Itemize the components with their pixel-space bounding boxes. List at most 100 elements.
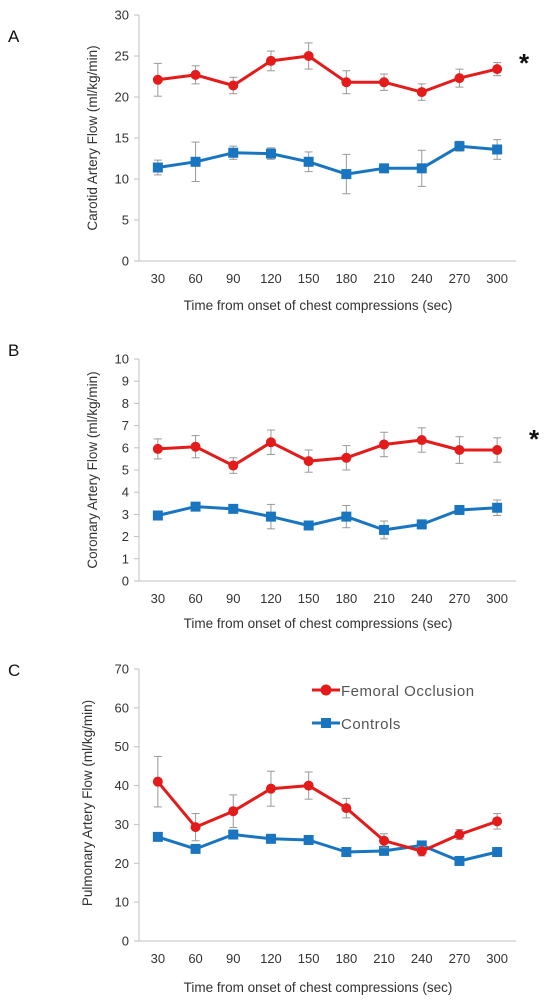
data-point	[190, 441, 201, 452]
data-point	[303, 520, 314, 531]
legend: Femoral Occlusion Controls	[312, 683, 474, 733]
data-point	[341, 847, 352, 858]
y-tick-label: 20	[115, 90, 129, 105]
series-line-controls	[157, 144, 498, 176]
x-tick-label: 30	[151, 591, 165, 606]
data-point	[492, 502, 503, 513]
x-tick-label: 270	[449, 591, 471, 606]
x-tick-label: 180	[335, 951, 357, 966]
x-tick-label: 120	[260, 591, 282, 606]
data-point	[303, 834, 314, 845]
data-point	[190, 501, 201, 512]
data-point	[454, 855, 465, 866]
data-point	[492, 816, 503, 827]
series-controls	[152, 139, 503, 195]
data-point	[454, 829, 465, 840]
data-point	[228, 829, 239, 840]
x-axis-label: Time from onset of chest compressions (s…	[184, 298, 453, 313]
data-point	[152, 510, 163, 521]
y-axis-label: Pulmonary Artery Flow (ml/kg/min)	[80, 700, 95, 906]
data-point	[265, 511, 276, 522]
data-point	[303, 780, 314, 791]
data-point	[228, 503, 239, 514]
series-controls	[152, 829, 503, 866]
data-point	[190, 822, 201, 833]
data-point	[265, 783, 276, 794]
y-tick-label: 9	[122, 374, 129, 389]
x-tick-label: 120	[260, 951, 282, 966]
data-point	[454, 73, 465, 84]
data-point	[190, 156, 201, 167]
series-femoral	[152, 755, 503, 857]
data-point	[379, 77, 390, 88]
data-point	[228, 80, 239, 91]
data-point	[265, 833, 276, 844]
x-axis-label: Time from onset of chest compressions (s…	[184, 616, 453, 631]
y-tick-label: 10	[115, 352, 129, 367]
y-tick-label: 30	[115, 8, 129, 23]
series-line-controls	[157, 505, 498, 532]
data-point	[341, 511, 352, 522]
x-tick-label: 300	[486, 591, 508, 606]
x-tick-label: 60	[188, 271, 202, 286]
x-tick-label: 300	[486, 271, 508, 286]
data-point	[228, 147, 239, 158]
x-tick-label: 90	[226, 951, 240, 966]
data-point	[152, 831, 163, 842]
data-point	[379, 439, 390, 450]
legend-label-controls: Controls	[341, 716, 401, 733]
data-point	[492, 847, 503, 858]
y-tick-label: 1	[122, 551, 129, 566]
data-point	[416, 163, 427, 174]
data-point	[379, 524, 390, 535]
data-point	[379, 163, 390, 174]
data-point	[303, 456, 314, 467]
y-axis-label: Coronary Artery Flow (ml/kg/min)	[85, 371, 100, 568]
data-point	[152, 776, 163, 787]
data-point	[152, 74, 163, 85]
y-tick-label: 10	[115, 172, 129, 187]
x-tick-label: 240	[411, 951, 433, 966]
data-point	[190, 843, 201, 854]
y-tick-label: 5	[122, 463, 129, 478]
data-point	[341, 803, 352, 814]
legend-marker-controls	[321, 718, 331, 728]
series-line-femoral	[157, 438, 498, 468]
data-point	[454, 141, 465, 152]
data-point	[152, 162, 163, 173]
series-line-femoral	[157, 54, 498, 94]
panel-b: B Coronary Artery Flow (ml/kg/min) Time …	[8, 341, 540, 631]
y-tick-label: 0	[122, 254, 129, 269]
x-tick-label: 150	[298, 271, 320, 286]
x-tick-label: 210	[373, 271, 395, 286]
data-point	[152, 443, 163, 454]
data-point	[379, 845, 390, 856]
y-tick-label: 50	[115, 739, 129, 754]
y-tick-label: 4	[122, 485, 129, 500]
data-point	[190, 69, 201, 80]
data-point	[454, 504, 465, 515]
panel-letter-a: A	[8, 27, 20, 46]
y-tick-label: 10	[115, 895, 129, 910]
x-tick-label: 210	[373, 591, 395, 606]
data-point	[265, 55, 276, 66]
x-tick-label: 240	[411, 271, 433, 286]
x-tick-label: 270	[449, 951, 471, 966]
data-point	[379, 835, 390, 846]
x-tick-label: 30	[151, 951, 165, 966]
data-point	[492, 445, 503, 456]
data-point	[228, 460, 239, 471]
data-point	[341, 452, 352, 463]
y-axis-label: Carotid Artery Flow (ml/kg/min)	[85, 45, 100, 230]
x-tick-label: 30	[151, 271, 165, 286]
panel-a: A Carotid Artery Flow (ml/kg/min) Time f…	[8, 8, 530, 314]
y-tick-label: 0	[122, 934, 129, 949]
data-point	[416, 846, 427, 857]
y-tick-label: 5	[122, 213, 129, 228]
data-point	[416, 87, 427, 98]
x-tick-label: 90	[226, 271, 240, 286]
x-axis-label: Time from onset of chest compressions (s…	[184, 980, 453, 995]
plot-area: 0 10 20 30 40 50 60 70 30 60 90 120 150 180 210 240 270 3…	[115, 662, 516, 966]
y-tick-label: 0	[122, 574, 129, 589]
